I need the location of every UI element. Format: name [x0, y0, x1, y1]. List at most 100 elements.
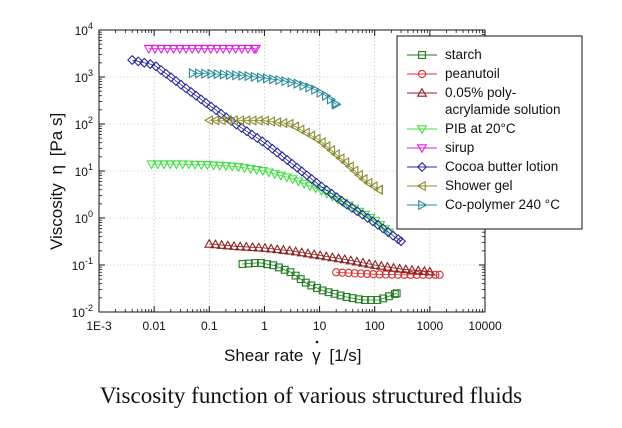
- data-point: [222, 240, 234, 250]
- data-point: [424, 266, 436, 276]
- data-point: [217, 44, 229, 55]
- data-point: [369, 259, 381, 269]
- data-point: [200, 97, 212, 109]
- legend: starch peanutoil 0.05% poly-acrylamide sol…: [396, 35, 583, 230]
- data-point: [245, 165, 256, 175]
- data-point: [231, 119, 242, 130]
- data-point: [344, 268, 353, 278]
- y-tick-label: 10-1: [72, 256, 93, 273]
- data-point: [286, 158, 298, 169]
- data-point: [275, 171, 287, 181]
- data-point: [305, 82, 315, 93]
- data-point: [316, 137, 326, 148]
- x-axis-title: Shear rate γ [1/s]: [224, 346, 361, 365]
- data-point: [233, 163, 244, 173]
- data-point: [356, 269, 366, 278]
- data-point: [375, 270, 384, 279]
- data-point: [289, 121, 299, 132]
- data-point: [327, 252, 338, 262]
- data-point: [287, 77, 297, 88]
- data-point: [296, 166, 307, 177]
- data-point: [394, 263, 405, 273]
- legend-item: 0.05% poly-acrylamide solution: [407, 85, 561, 117]
- y-tick-label: 101: [75, 162, 93, 179]
- x-tick-label: 0.01: [142, 319, 166, 333]
- data-point: [213, 68, 223, 80]
- legend-label: sirup: [445, 140, 474, 155]
- x-tick-label: 1000: [417, 319, 444, 333]
- data-point: [278, 244, 289, 254]
- data-point: [377, 223, 389, 234]
- data-point: [203, 115, 214, 126]
- legend-marker: [416, 144, 428, 154]
- series-co-polymer-240-c: [188, 68, 342, 110]
- series-sirup: [143, 44, 262, 55]
- data-point: [280, 265, 289, 274]
- legend-item: peanutoil: [407, 66, 500, 81]
- data-point: [362, 269, 372, 279]
- data-point: [332, 99, 342, 110]
- data-point: [247, 115, 257, 126]
- data-point: [316, 181, 327, 192]
- data-point: [224, 44, 235, 55]
- x-tick-label: 1: [261, 319, 268, 333]
- data-point: [250, 259, 259, 267]
- data-point: [281, 75, 291, 87]
- legend-marker: [418, 51, 426, 59]
- data-point: [180, 83, 192, 94]
- data-point: [316, 87, 326, 98]
- data-point: [158, 160, 170, 170]
- data-point: [344, 161, 354, 172]
- data-point: [234, 241, 246, 251]
- data-point: [352, 206, 363, 217]
- data-point: [250, 71, 260, 83]
- data-point: [267, 143, 278, 154]
- data-point: [314, 250, 326, 260]
- series-line: [209, 243, 430, 273]
- data-point: [241, 115, 251, 126]
- series-line: [132, 59, 402, 242]
- legend-marker: [416, 161, 428, 173]
- data-point: [226, 162, 238, 172]
- data-point: [250, 44, 262, 55]
- data-point: [180, 44, 192, 55]
- data-point: [152, 160, 164, 170]
- data-point: [331, 192, 342, 203]
- data-point: [219, 69, 230, 80]
- data-point: [160, 68, 172, 79]
- legend-item: Co-polymer 240 °C: [407, 197, 560, 212]
- x-tick-label: 0.1: [201, 319, 218, 333]
- data-point: [368, 181, 378, 192]
- data-point: [357, 209, 368, 220]
- data-point: [183, 160, 195, 170]
- y-tick-label: 100: [75, 209, 93, 226]
- data-point: [406, 264, 418, 274]
- data-point: [211, 105, 222, 116]
- data-point: [357, 257, 369, 267]
- data-point: [177, 160, 188, 170]
- data-point: [242, 44, 254, 55]
- data-point: [228, 240, 240, 250]
- data-point: [330, 149, 340, 160]
- figure-caption: Viscosity function of various structured…: [99, 383, 523, 408]
- data-point: [162, 44, 173, 55]
- data-point: [214, 161, 226, 171]
- data-point: [376, 260, 387, 270]
- data-point: [139, 57, 150, 68]
- data-point: [419, 265, 430, 275]
- data-point: [269, 261, 278, 270]
- data-point: [207, 68, 217, 80]
- data-point: [216, 115, 226, 126]
- data-point: [202, 161, 213, 171]
- data-point: [164, 160, 176, 170]
- data-point: [244, 259, 253, 268]
- data-point: [170, 75, 182, 87]
- data-point: [168, 44, 179, 55]
- data-point: [296, 247, 308, 257]
- data-point: [155, 44, 167, 55]
- data-point: [150, 61, 162, 72]
- legend-marker: [418, 199, 428, 211]
- data-point: [230, 44, 241, 55]
- y-axis-symbol: η: [47, 165, 66, 174]
- data-point: [332, 268, 341, 277]
